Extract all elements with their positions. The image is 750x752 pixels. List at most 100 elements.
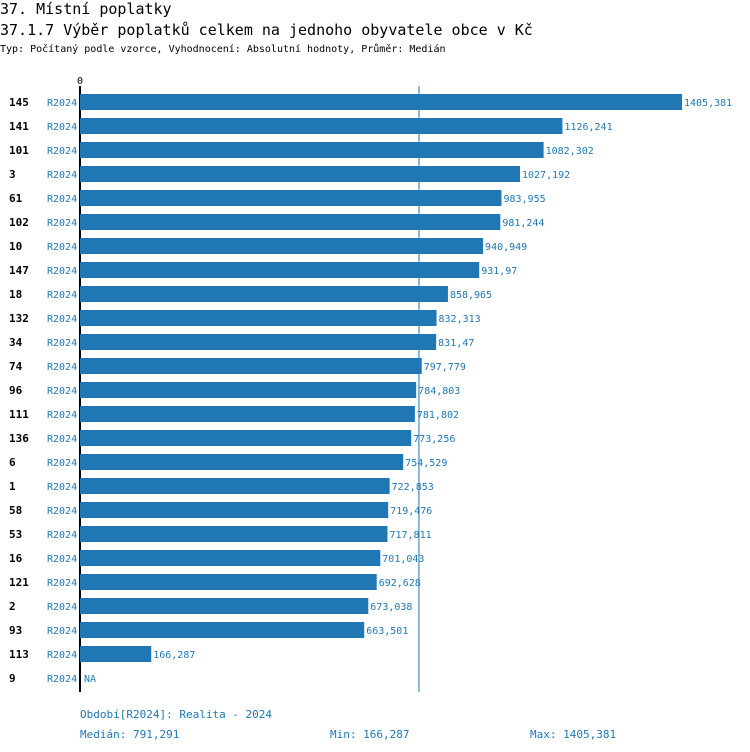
bar <box>80 142 544 158</box>
row-period-label: R2024 <box>47 170 77 181</box>
chart-title: 37.1.7 Výběr poplatků celkem na jednoho … <box>0 21 533 39</box>
row-period-label: R2024 <box>47 218 77 229</box>
data-label: 831,47 <box>438 338 474 349</box>
data-label: 754,529 <box>405 458 447 469</box>
row-period-label: R2024 <box>47 458 77 469</box>
row-period-label: R2024 <box>47 386 77 397</box>
row-period-label: R2024 <box>47 266 77 277</box>
bar <box>80 238 484 254</box>
row-period-label: R2024 <box>47 554 77 565</box>
row-id-label: 132 <box>9 312 29 325</box>
row-period-label: R2024 <box>47 434 77 445</box>
row-id-label: 147 <box>9 264 29 277</box>
row-period-label: R2024 <box>47 314 77 325</box>
bar <box>80 574 377 590</box>
bar <box>80 526 388 542</box>
data-label: 673,038 <box>370 602 412 613</box>
data-label: 940,949 <box>485 242 527 253</box>
bar <box>80 166 521 182</box>
row-period-label: R2024 <box>47 146 77 157</box>
row-id-label: 2 <box>9 600 16 613</box>
data-label: NA <box>84 674 96 685</box>
bar <box>80 118 563 134</box>
row-period-label: R2024 <box>47 482 77 493</box>
bar <box>80 406 415 422</box>
data-label: 832,313 <box>439 314 481 325</box>
row-id-label: 145 <box>9 96 29 109</box>
data-label: 797,779 <box>424 362 466 373</box>
row-id-label: 16 <box>9 552 23 565</box>
row-id-label: 61 <box>9 192 23 205</box>
row-id-label: 102 <box>9 216 29 229</box>
x-tick-label-0: 0 <box>77 76 83 87</box>
bar <box>80 262 480 278</box>
row-period-label: R2024 <box>47 290 77 301</box>
row-period-label: R2024 <box>47 626 77 637</box>
footer-period: Období[R2024]: Realita - 2024 <box>80 708 273 721</box>
footer-median: Medián: 791,291 <box>80 728 180 741</box>
row-id-label: 1 <box>9 480 16 493</box>
row-id-label: 58 <box>9 504 22 517</box>
bar <box>80 646 152 662</box>
bar <box>80 478 390 494</box>
row-period-label: R2024 <box>47 410 77 421</box>
bar <box>80 598 369 614</box>
data-label: 858,965 <box>450 290 492 301</box>
row-id-label: 141 <box>9 120 29 133</box>
data-label: 1126,241 <box>564 122 612 133</box>
row-id-label: 3 <box>9 168 16 181</box>
bar <box>80 622 365 638</box>
bar <box>80 310 437 326</box>
bar <box>80 214 501 230</box>
bar <box>80 286 448 302</box>
data-label: 773,256 <box>413 434 455 445</box>
bar <box>80 454 404 470</box>
row-id-label: 93 <box>9 624 22 637</box>
bar <box>80 94 682 110</box>
data-label: 701,043 <box>382 554 424 565</box>
row-id-label: 6 <box>9 456 16 469</box>
row-id-label: 18 <box>9 288 22 301</box>
data-label: 166,287 <box>153 650 195 661</box>
page-title: 37. Místní poplatky <box>0 0 172 18</box>
data-label: 663,501 <box>366 626 408 637</box>
row-id-label: 96 <box>9 384 23 397</box>
data-label: 983,955 <box>503 194 545 205</box>
row-period-label: R2024 <box>47 650 77 661</box>
row-period-label: R2024 <box>47 98 77 109</box>
row-id-label: 9 <box>9 672 16 685</box>
row-period-label: R2024 <box>47 578 77 589</box>
data-label: 1027,192 <box>522 170 570 181</box>
bar <box>80 382 417 398</box>
row-id-label: 10 <box>9 240 22 253</box>
data-label: 931,97 <box>481 266 517 277</box>
row-id-label: 136 <box>9 432 29 445</box>
bar <box>80 502 389 518</box>
bar <box>80 430 412 446</box>
data-label: 717,811 <box>389 530 431 541</box>
row-period-label: R2024 <box>47 122 77 133</box>
row-period-label: R2024 <box>47 602 77 613</box>
row-id-label: 121 <box>9 576 29 589</box>
row-id-label: 34 <box>9 336 23 349</box>
row-id-label: 74 <box>9 360 23 373</box>
data-label: 722,853 <box>392 482 434 493</box>
footer-max: Max: 1405,381 <box>530 728 617 741</box>
chart-type-line: Typ: Počítaný podle vzorce, Vyhodnocení:… <box>0 44 446 55</box>
data-label: 692,628 <box>379 578 421 589</box>
row-period-label: R2024 <box>47 362 77 373</box>
bar <box>80 334 437 350</box>
row-id-label: 111 <box>9 408 29 421</box>
row-id-label: 101 <box>9 144 29 157</box>
data-label: 781,802 <box>417 410 459 421</box>
footer-min: Min: 166,287 <box>330 728 410 741</box>
row-period-label: R2024 <box>47 674 77 685</box>
data-label: 1405,381 <box>684 98 732 109</box>
row-period-label: R2024 <box>47 506 77 517</box>
row-period-label: R2024 <box>47 338 77 349</box>
data-label: 1082,302 <box>546 146 594 157</box>
row-id-label: 113 <box>9 648 29 661</box>
data-label: 784,803 <box>418 386 460 397</box>
bar <box>80 550 381 566</box>
